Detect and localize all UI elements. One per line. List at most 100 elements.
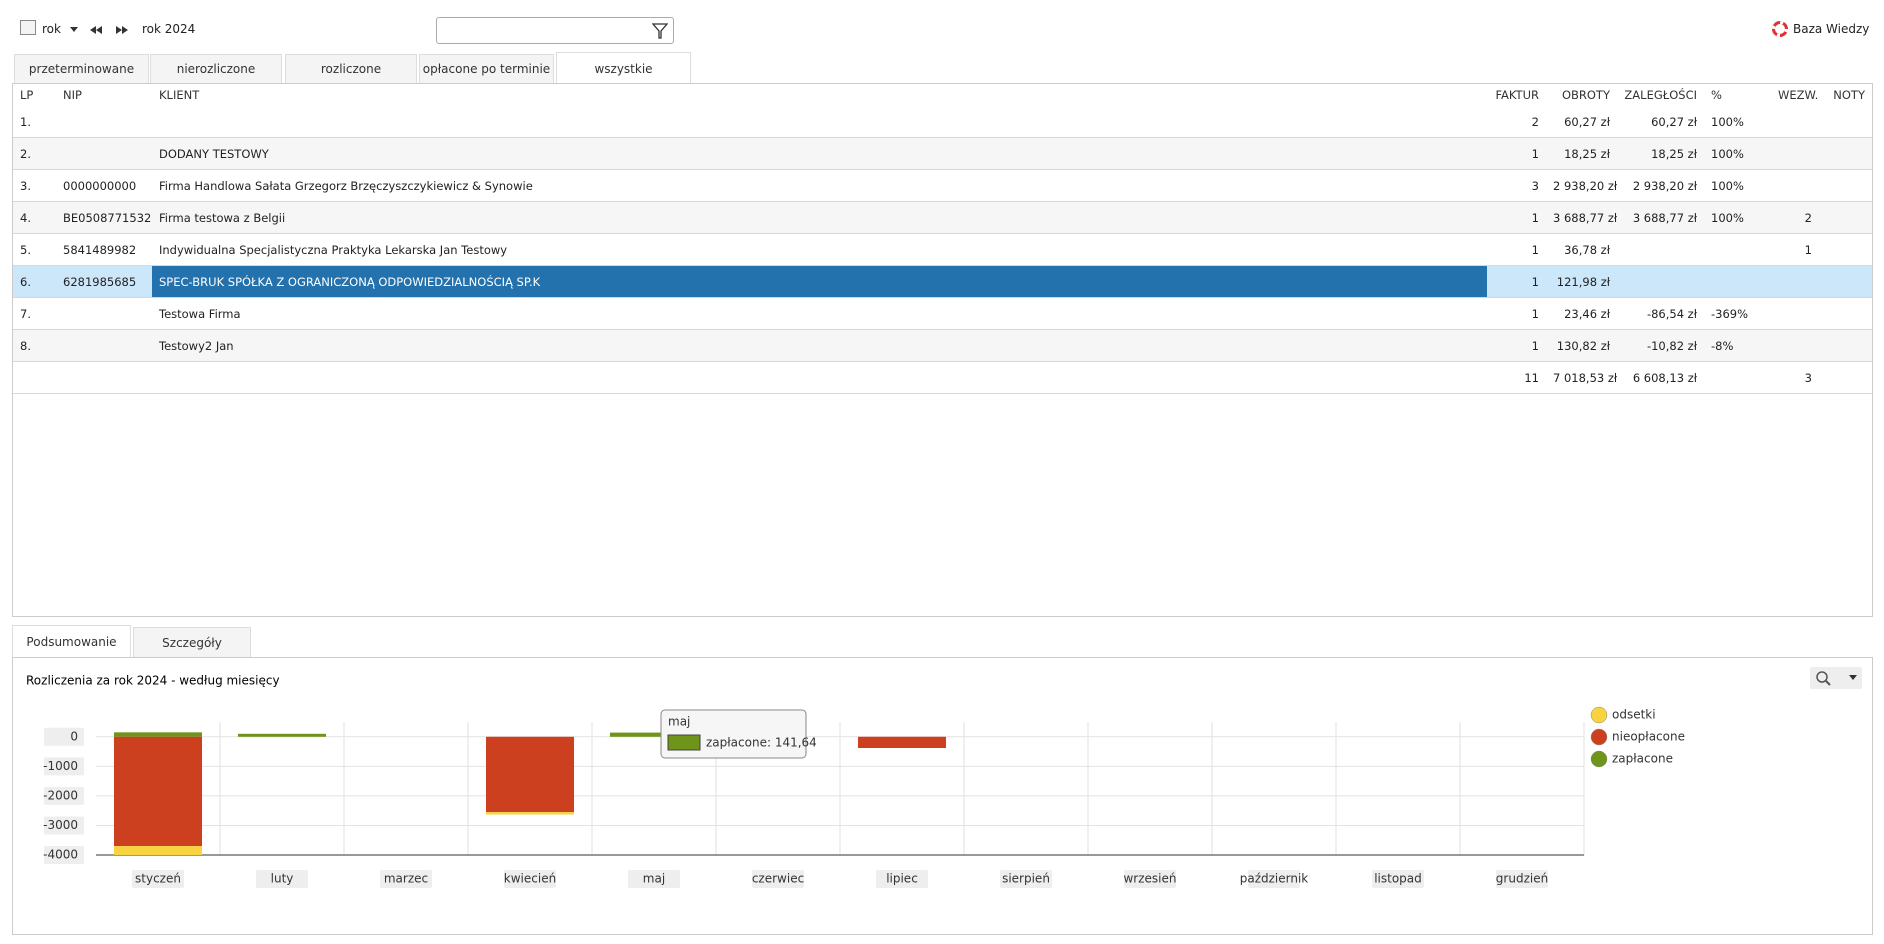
- table-cell: 1: [1487, 297, 1546, 330]
- tab[interactable]: Szczegóły: [133, 627, 251, 657]
- dropdown-arrow[interactable]: [70, 27, 78, 32]
- table-row[interactable]: 2. DODANY TESTOWY 1 18,25 zł 18,25 zł 100%: [13, 137, 1872, 170]
- x-tick-box: [256, 870, 308, 888]
- x-tick-box: [628, 870, 680, 888]
- x-tick-box: [752, 870, 804, 888]
- tooltip-text: zapłacone: 141,64: [706, 736, 817, 750]
- x-tick-box: [1000, 870, 1052, 888]
- bar: [857, 736, 947, 749]
- tab[interactable]: rozliczone: [285, 54, 417, 83]
- table-cell: [1771, 297, 1819, 330]
- range: rok 2024: [142, 22, 196, 36]
- column-header[interactable]: KLIENT: [159, 88, 200, 102]
- table-cell: 6281985685: [56, 265, 152, 298]
- table-cell: 1: [1487, 137, 1546, 170]
- period[interactable]: rok: [42, 22, 61, 36]
- tab[interactable]: przeterminowane: [14, 54, 149, 83]
- column-header[interactable]: %: [1711, 88, 1722, 102]
- table-cell: 2 938,20 zł: [1546, 169, 1617, 202]
- x-tick-box: [504, 870, 556, 888]
- table-cell: 3 688,77 zł: [1546, 201, 1617, 234]
- table-cell: [1819, 169, 1872, 202]
- tab[interactable]: opłacone po terminie: [419, 54, 554, 83]
- table-cell: 60,27 zł: [1546, 106, 1617, 138]
- table-cell: [1819, 233, 1872, 266]
- bar: [485, 812, 575, 815]
- table-cell: [152, 106, 1487, 138]
- column-header[interactable]: OBROTY: [1561, 88, 1610, 102]
- calendar-icon[interactable]: [20, 20, 36, 35]
- table-row[interactable]: 1. 2 60,27 zł 60,27 zł 100%: [13, 106, 1872, 138]
- table-cell: -8%: [1704, 329, 1771, 362]
- table-cell: 60,27 zł: [1617, 106, 1704, 138]
- table-cell: [1819, 265, 1872, 298]
- table-cell: 100%: [1704, 106, 1771, 138]
- x-tick-label: grudzień: [1496, 872, 1548, 886]
- table-row[interactable]: 11 7 018,53 zł 6 608,13 zł 3: [13, 361, 1872, 394]
- table-cell: [1771, 137, 1819, 170]
- table-cell: -86,54 zł: [1617, 297, 1704, 330]
- x-tick-box: [132, 870, 184, 888]
- help-link[interactable]: Baza Wiedzy: [1793, 22, 1870, 36]
- table-cell: [13, 361, 56, 394]
- table-cell: [1704, 265, 1771, 298]
- x-tick-label: listopad: [1374, 872, 1422, 886]
- table-cell: [56, 361, 152, 394]
- table-cell: 3.: [13, 169, 56, 202]
- y-tick-box: [44, 757, 84, 776]
- tab[interactable]: Podsumowanie: [12, 625, 131, 658]
- bar: [113, 846, 203, 855]
- y-tick-label: -1000: [43, 759, 78, 773]
- table-cell: 1: [1487, 329, 1546, 362]
- y-tick-label: -4000: [43, 848, 78, 862]
- chart-panel: [12, 657, 1873, 935]
- table-cell: [1819, 201, 1872, 234]
- table-row[interactable]: 4. BE0508771532 Firma testowa z Belgii 1 3 6…: [13, 201, 1872, 234]
- x-tick-box: [1124, 870, 1176, 888]
- bar: [113, 736, 203, 847]
- column-header[interactable]: LP: [20, 88, 34, 102]
- x-tick-label: październik: [1240, 872, 1309, 886]
- zoom-button[interactable]: [1810, 667, 1862, 689]
- table-cell: [56, 329, 152, 362]
- y-tick-box: [44, 816, 84, 835]
- table-row[interactable]: 3. 0000000000 Firma Handlowa Sałata Grzego…: [13, 169, 1872, 202]
- table-cell: 100%: [1704, 137, 1771, 170]
- column-header[interactable]: WEZW.: [1778, 88, 1819, 102]
- table-cell: 6 608,13 zł: [1617, 361, 1704, 394]
- search-input[interactable]: [436, 17, 674, 44]
- table-cell: Testowa Firma: [152, 297, 1487, 330]
- tab[interactable]: wszystkie: [556, 52, 691, 84]
- table-cell: [1704, 233, 1771, 266]
- table-cell: 1: [1487, 265, 1546, 298]
- table-row[interactable]: 6. 6281985685 SPEC-BRUK SPÓŁKA Z OGRANICZO…: [13, 265, 1872, 298]
- column-header[interactable]: NIP: [63, 88, 82, 102]
- bar: [609, 732, 699, 737]
- tab[interactable]: nierozliczone: [150, 54, 282, 83]
- x-tick-label: wrzesień: [1123, 872, 1176, 886]
- table-row[interactable]: 7. Testowa Firma 1 23,46 zł -86,54 zł -369%: [13, 297, 1872, 330]
- table-cell: 1: [1771, 233, 1819, 266]
- table-row[interactable]: 5. 5841489982 Indywidualna Specjalistyczna…: [13, 233, 1872, 266]
- table-cell: [1819, 106, 1872, 138]
- table-cell: [56, 106, 152, 138]
- column-header[interactable]: NOTY: [1833, 88, 1865, 102]
- prev-button[interactable]: [90, 26, 102, 34]
- x-tick-box: [1248, 870, 1300, 888]
- column-header[interactable]: FAKTUR: [1495, 88, 1539, 102]
- column-header[interactable]: ZALEGŁOŚCI: [1624, 88, 1697, 102]
- table-cell: 8.: [13, 329, 56, 362]
- filter-icon[interactable]: [652, 22, 668, 40]
- table-cell: 3: [1487, 169, 1546, 202]
- x-tick-label: marzec: [384, 872, 428, 886]
- table-cell: [152, 361, 1487, 394]
- help-icon[interactable]: [1772, 21, 1788, 37]
- table-cell: [56, 137, 152, 170]
- table-row[interactable]: 8. Testowy2 Jan 1 130,82 zł -10,82 zł -8%: [13, 329, 1872, 362]
- next-button[interactable]: [116, 26, 128, 34]
- x-tick-label: lipiec: [886, 872, 918, 886]
- table-cell: 11: [1487, 361, 1546, 394]
- y-tick-box: [44, 846, 84, 864]
- table-cell: [1771, 265, 1819, 298]
